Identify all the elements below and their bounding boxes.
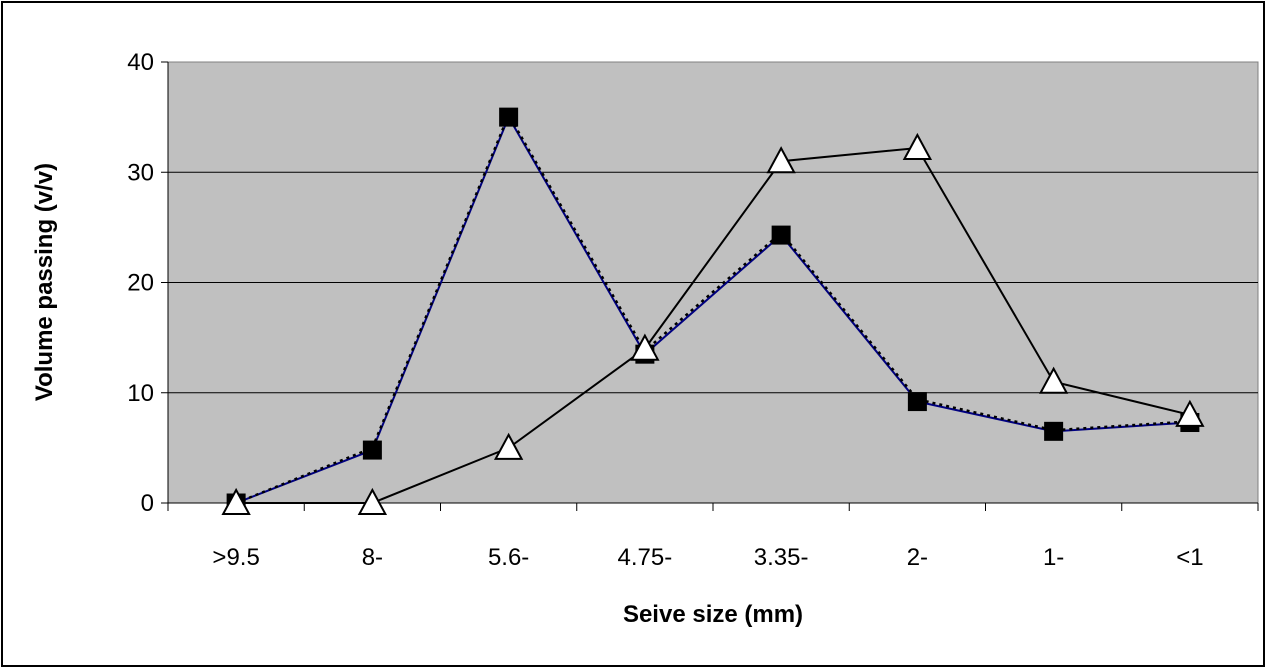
y-axis-title: Volume passing (v/v) bbox=[31, 163, 58, 401]
x-tick-label: 2- bbox=[907, 544, 928, 571]
data-point-square bbox=[1044, 421, 1064, 441]
x-axis-title: Seive size (mm) bbox=[623, 601, 803, 628]
y-tick-label: 30 bbox=[127, 159, 154, 186]
y-tick-label: 20 bbox=[127, 270, 154, 297]
y-tick-label: 40 bbox=[127, 49, 154, 76]
y-tick-label: 10 bbox=[127, 380, 154, 407]
x-tick-label: 3.35- bbox=[754, 544, 809, 571]
y-tick-labels: 0 10 20 30 40 bbox=[127, 49, 154, 517]
data-point-triangle bbox=[902, 132, 933, 161]
x-tick-labels: >9.5 8- 5.6- 4.75- 3.35- 2- 1- <1 bbox=[212, 544, 1203, 571]
series-line bbox=[236, 146, 1191, 504]
data-point-square bbox=[907, 392, 927, 412]
data-point-square bbox=[362, 440, 382, 460]
x-tick-label: >9.5 bbox=[212, 544, 259, 571]
data-point-triangle bbox=[221, 487, 251, 516]
y-tick-label: 0 bbox=[141, 490, 154, 517]
series-line bbox=[235, 112, 1190, 505]
data-point-triangle bbox=[766, 146, 796, 174]
data-point-square bbox=[499, 107, 519, 127]
x-tick-label: 1- bbox=[1043, 544, 1064, 571]
data-point-triangle bbox=[493, 432, 524, 460]
data-point-square bbox=[771, 225, 791, 245]
x-tick-label: 5.6- bbox=[488, 544, 529, 571]
data-point-triangle bbox=[630, 333, 660, 361]
data-point-triangle bbox=[1175, 399, 1205, 427]
data-point-triangle bbox=[1038, 366, 1069, 394]
data-point-triangle bbox=[357, 487, 388, 516]
x-tick-label: 8- bbox=[362, 544, 383, 571]
x-tick-label: <1 bbox=[1176, 544, 1203, 571]
gridlines bbox=[168, 171, 1258, 394]
series-group bbox=[221, 107, 1205, 516]
x-tick-label: 4.75- bbox=[618, 544, 673, 571]
